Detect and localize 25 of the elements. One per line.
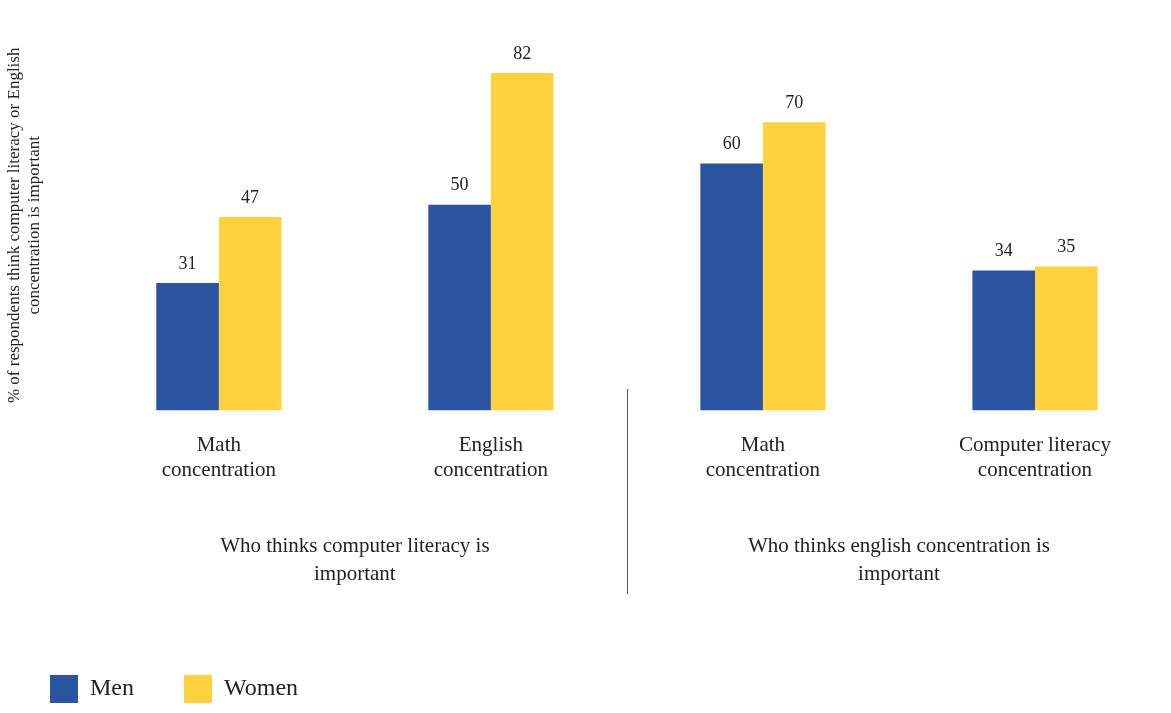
data-label: 82 <box>513 42 532 63</box>
x-tick-label: English concentration <box>433 431 549 481</box>
data-label: 34 <box>994 240 1013 261</box>
data-label: 35 <box>1057 236 1076 257</box>
bar <box>972 270 1035 411</box>
data-label: 31 <box>178 252 197 273</box>
text: Who thinks english concentration is important <box>747 532 1051 585</box>
bar <box>762 122 826 411</box>
x-tick-label: Math concentration <box>161 431 277 481</box>
data-label: 70 <box>785 92 804 113</box>
bar <box>700 163 763 411</box>
legend-label: Men <box>90 674 134 701</box>
bar <box>1034 266 1098 411</box>
data-label: 47 <box>241 186 260 207</box>
data-label: 60 <box>722 133 741 154</box>
x-tick-label: Computer literacy concentration <box>958 431 1112 481</box>
x-tick-label: Math concentration <box>705 431 821 481</box>
bar <box>156 282 219 411</box>
text: Who thinks computer literacy is important <box>220 532 490 585</box>
bar <box>428 204 491 411</box>
data-label: 50 <box>450 174 469 195</box>
y-axis-title: % of respondents think computer literacy or English concentration is important <box>3 47 44 404</box>
bar <box>490 72 554 411</box>
legend-label: Women <box>223 674 299 701</box>
bar <box>218 217 282 411</box>
